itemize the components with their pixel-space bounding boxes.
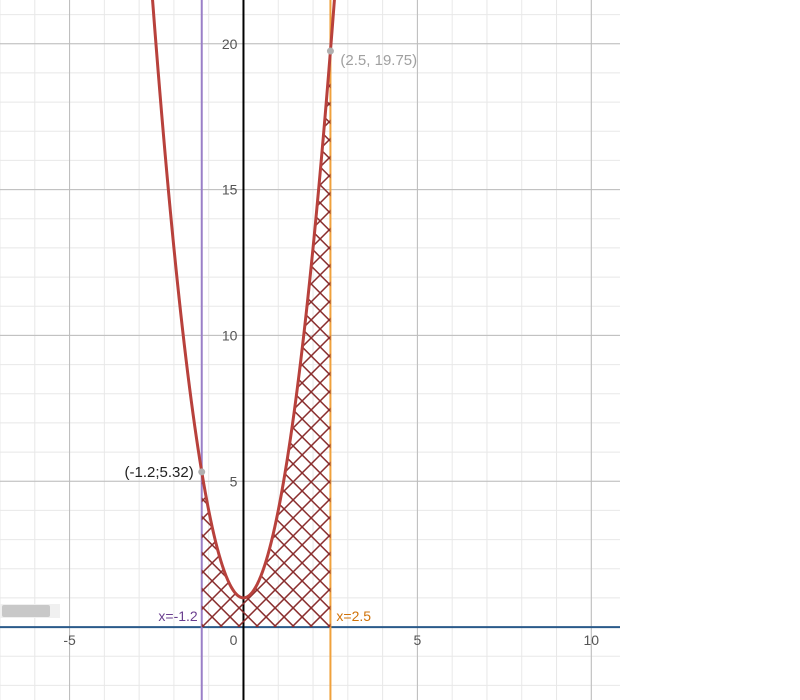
horizontal-scrollbar-thumb[interactable] [2, 605, 50, 617]
marked-point [327, 48, 334, 55]
y-tick-label: 5 [230, 473, 238, 489]
x-tick-label: 5 [413, 632, 421, 648]
bound-label: x=-1.2 [158, 608, 198, 624]
origin-label: 0 [230, 632, 238, 648]
y-tick-label: 15 [222, 182, 238, 198]
x-tick-label: -5 [63, 632, 76, 648]
point-label: (-1.2;5.32) [125, 464, 194, 481]
point-label: (2.5, 19.75) [340, 52, 417, 69]
y-tick-label: 20 [222, 36, 238, 52]
x-tick-label: 10 [584, 632, 600, 648]
bound-label: x=2.5 [336, 608, 371, 624]
marked-point [198, 468, 205, 475]
chart-canvas: -5 5 10 5 10 15 20 0 (-1.2;5.32) (2.5, 19.75) x=-1… [0, 0, 800, 700]
chart-container: -5 5 10 5 10 15 20 0 (-1.2;5.32) (2.5, 19.75) x=-1… [0, 0, 800, 700]
y-tick-label: 10 [222, 327, 238, 343]
shaded-region [0, 0, 800, 627]
